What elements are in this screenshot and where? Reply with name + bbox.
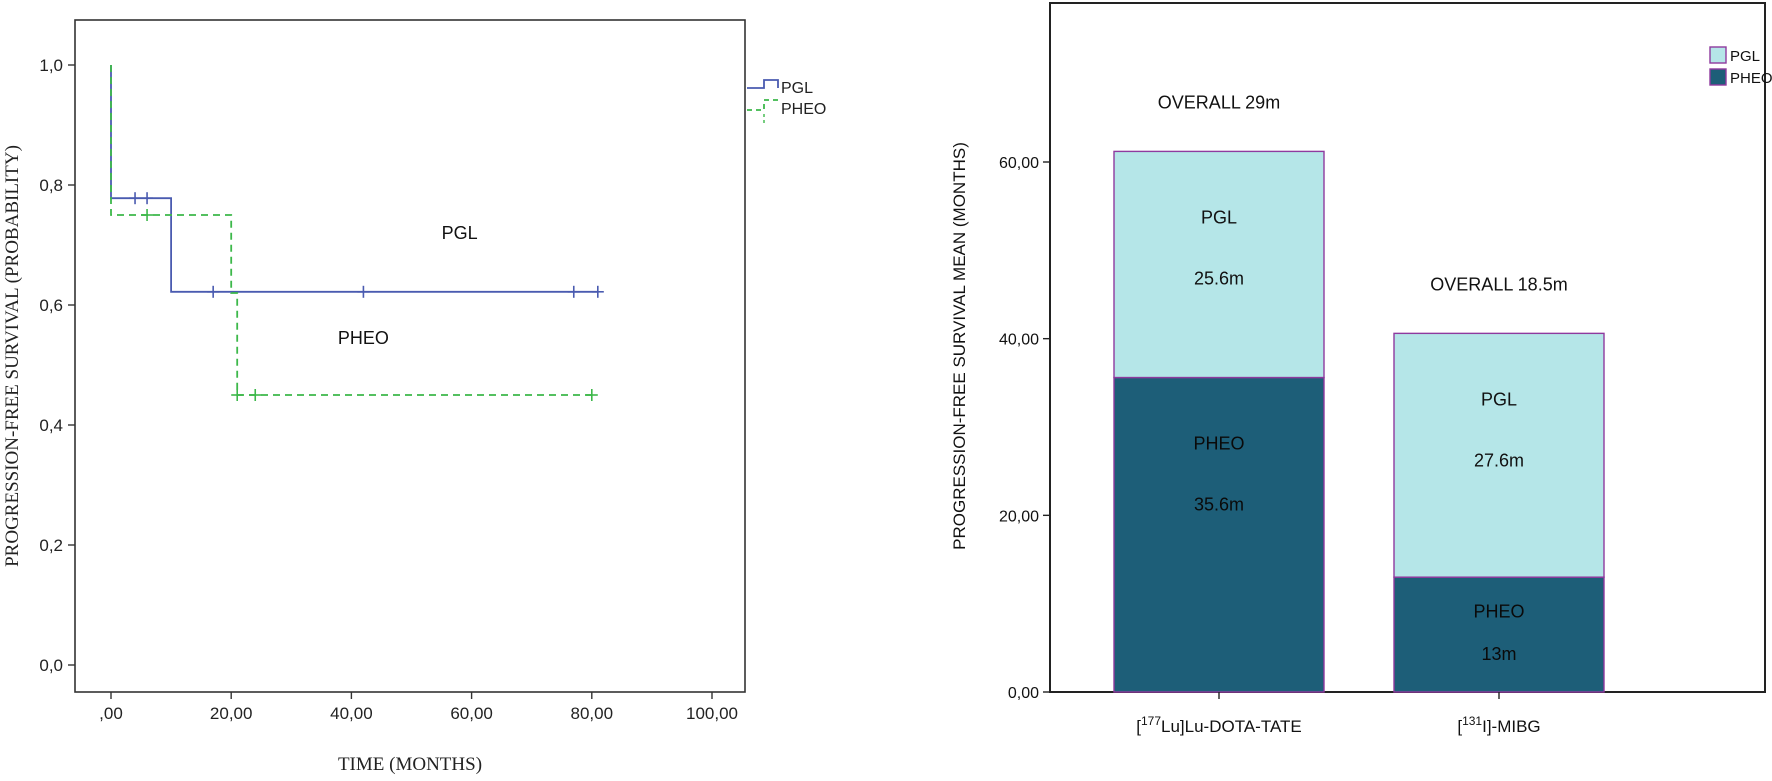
km-y-tick-label: 0,6 (39, 296, 63, 315)
bar-segment-label-pheo: PHEO (1473, 601, 1524, 621)
km-line-pgl (110, 65, 598, 293)
bar-segment-value-pgl: 25.6m (1194, 268, 1244, 288)
km-x-tick-label: 20,00 (210, 704, 253, 723)
bar-x-axis: [177Lu]Lu-DOTA-TATE [131I]-MIBG (1136, 692, 1541, 736)
bar-y-axis-label: PROGRESSION-FREE SURVIVAL MEAN (MONTHS) (950, 142, 969, 550)
bar-segment-label-pgl: PGL (1201, 207, 1237, 227)
bar-legend: PGL PHEO (1709, 46, 1772, 87)
km-y-axis-label: PROGRESSION-FREE SURVIVAL (PROBABILITY) (2, 145, 23, 567)
bar-segment-label-pheo: PHEO (1193, 434, 1244, 454)
km-annotation-pgl: PGL (442, 223, 478, 243)
km-y-axis: 0,0 0,2 0,4 0,6 0,8 1,0 (39, 56, 75, 675)
km-plot-frame (74, 19, 746, 693)
km-legend: PGL PHEO (747, 79, 826, 124)
km-x-axis: ,00 20,00 40,00 60,00 80,00 100,00 (99, 692, 738, 723)
km-x-tick-label: 80,00 (571, 704, 614, 723)
bar-segment-pheo (1393, 576, 1605, 693)
bar-legend-label-pgl: PGL (1730, 48, 1760, 65)
bar-legend-swatch-pgl (1709, 46, 1727, 64)
bar-segment-value-pgl: 27.6m (1474, 450, 1524, 470)
bar-stacks: PHEO 35.6m PGL 25.6m OVERALL 29m PHEO 13m PGL 27… (1113, 92, 1605, 693)
km-y-tick-label: 0,4 (39, 416, 63, 435)
km-x-tick-label: 60,00 (450, 704, 493, 723)
bar-segment-pheo (1113, 376, 1325, 693)
km-annotations: PGL PHEO (338, 223, 478, 348)
bar-y-tick-label: 40,00 (999, 332, 1039, 349)
km-series-lines (110, 65, 604, 401)
km-x-tick-label: 100,00 (686, 704, 738, 723)
km-y-tick-label: 0,8 (39, 176, 63, 195)
km-legend-swatch-pheo (747, 99, 778, 111)
bar-legend-swatch-pheo (1709, 68, 1727, 86)
bar-overall-label: OVERALL 18.5m (1430, 274, 1567, 294)
km-x-tick-label: 40,00 (330, 704, 373, 723)
km-legend-label-pgl: PGL (781, 80, 813, 97)
bar-y-tick-label: 0,00 (1008, 685, 1039, 702)
km-y-tick-label: 0,2 (39, 536, 63, 555)
bar-y-axis: 0,00 20,00 40,00 60,00 (999, 155, 1050, 702)
bar-segment-pgl (1393, 332, 1605, 578)
km-annotation-pheo: PHEO (338, 328, 389, 348)
bar-segment-pgl (1113, 150, 1325, 379)
bar-segment-value-pheo: 13m (1481, 644, 1516, 664)
km-chart: 0,0 0,2 0,4 0,6 0,8 1,0 ,00 20,00 40,00 60,00 80,… (2, 19, 826, 775)
bar-y-tick-label: 20,00 (999, 508, 1039, 525)
km-y-tick-label: 0,0 (39, 656, 63, 675)
bar-y-tick-label: 60,00 (999, 155, 1039, 172)
km-x-axis-label: TIME (MONTHS) (338, 754, 482, 775)
km-legend-swatch-pgl (747, 79, 779, 89)
km-x-tick-label: ,00 (99, 704, 123, 723)
km-y-tick-label: 1,0 (39, 56, 63, 75)
bar-x-tick-label: [131I]-MIBG (1457, 714, 1540, 736)
bar-chart: 0,00 20,00 40,00 60,00 PHEO 35.6m PGL 25.6m OVE… (950, 2, 1772, 736)
bar-segment-label-pgl: PGL (1481, 389, 1517, 409)
bar-segment-value-pheo: 35.6m (1194, 495, 1244, 515)
bar-legend-label-pheo: PHEO (1730, 70, 1772, 87)
bar-x-tick-label: [177Lu]Lu-DOTA-TATE (1136, 714, 1302, 736)
km-legend-label-pheo: PHEO (781, 101, 826, 118)
bar-overall-label: OVERALL 29m (1158, 92, 1280, 112)
